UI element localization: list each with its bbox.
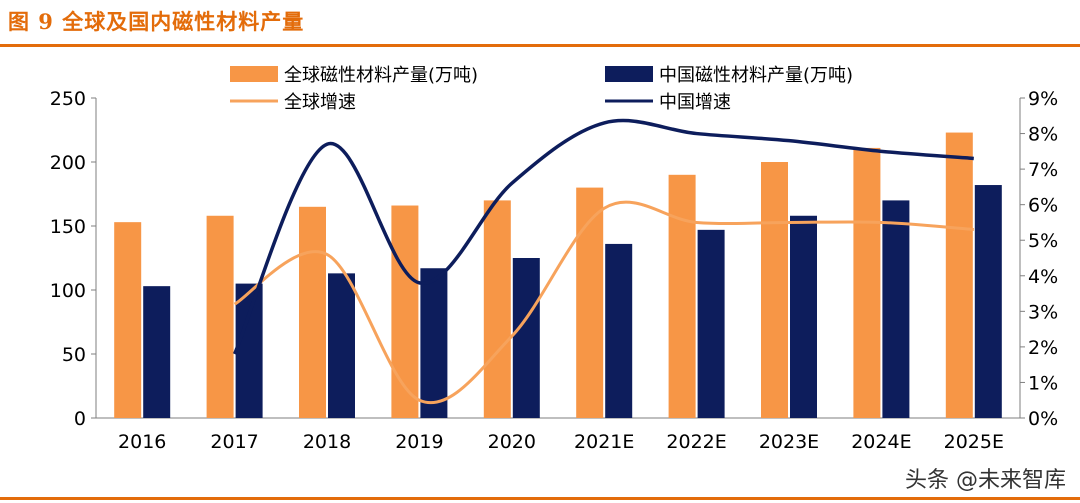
title-rule bbox=[0, 44, 1080, 47]
legend-global-bar-text: 全球磁性材料产量(万吨) bbox=[284, 65, 478, 86]
category-label: 2019 bbox=[395, 431, 443, 453]
right-tick-label: 5% bbox=[1028, 230, 1058, 252]
category-label: 2025E bbox=[944, 431, 1004, 453]
category-label: 2016 bbox=[118, 431, 166, 453]
bottom-rule bbox=[0, 497, 1080, 500]
global-bar bbox=[299, 206, 326, 418]
right-tick-label: 2% bbox=[1028, 337, 1058, 359]
right-tick-label: 4% bbox=[1028, 266, 1058, 288]
watermark: 头条 @未来智库 bbox=[905, 468, 1066, 493]
china-bar bbox=[420, 268, 448, 418]
legend-global-line-text: 全球增速 bbox=[284, 92, 356, 113]
right-tick-label: 9% bbox=[1028, 88, 1058, 110]
category-label: 2022E bbox=[666, 431, 726, 453]
global-bar bbox=[853, 147, 881, 419]
global-growth-line bbox=[233, 200, 974, 404]
china-bar bbox=[697, 229, 725, 418]
legend-china-bar-swatch bbox=[605, 66, 653, 82]
left-tick-label: 150 bbox=[50, 216, 86, 238]
global-bar bbox=[206, 215, 234, 418]
right-tick-label: 8% bbox=[1028, 124, 1058, 146]
global-bar bbox=[761, 162, 788, 418]
right-tick-label: 3% bbox=[1028, 301, 1058, 323]
global-bar bbox=[391, 205, 419, 418]
global-bar bbox=[945, 132, 973, 418]
left-tick-label: 50 bbox=[62, 344, 86, 366]
china-bar bbox=[974, 185, 1002, 418]
global-bar bbox=[668, 174, 696, 418]
china-growth-line bbox=[232, 118, 974, 355]
china-bar bbox=[328, 273, 355, 418]
legend-china-line-text: 中国增速 bbox=[659, 92, 731, 113]
left-tick-label: 100 bbox=[50, 280, 86, 302]
category-label: 2017 bbox=[210, 431, 258, 453]
china-bar bbox=[882, 200, 910, 418]
right-tick-label: 7% bbox=[1028, 159, 1058, 181]
left-tick-label: 0 bbox=[74, 408, 86, 430]
figure-title: 图 9 全球及国内磁性材料产量 bbox=[8, 9, 305, 34]
china-bar bbox=[605, 243, 633, 418]
category-label: 2023E bbox=[759, 431, 819, 453]
right-tick-label: 6% bbox=[1028, 195, 1058, 217]
category-label: 2018 bbox=[303, 431, 351, 453]
category-label: 2024E bbox=[851, 431, 911, 453]
china-bar bbox=[235, 283, 263, 418]
global-bar bbox=[576, 187, 604, 418]
left-tick-label: 200 bbox=[50, 152, 86, 174]
lines-group bbox=[232, 118, 974, 404]
legend-global-bar-swatch bbox=[230, 66, 278, 82]
axes-group: 0 50 100 150 200 250 0% 1% 2% 3% 4% 5% 6% 7% 8% 9% 2016 2… bbox=[50, 88, 1058, 453]
category-label: 2021E bbox=[574, 431, 634, 453]
right-tick-label: 1% bbox=[1028, 372, 1058, 394]
category-label: 2020 bbox=[488, 431, 536, 453]
china-bar bbox=[143, 286, 171, 418]
global-bar bbox=[114, 222, 142, 418]
left-tick-label: 250 bbox=[50, 88, 86, 110]
global-bar bbox=[483, 200, 511, 418]
bars-group bbox=[114, 132, 1002, 419]
legend-group: 全球磁性材料产量(万吨) 中国磁性材料产量(万吨) 全球增速 中国增速 bbox=[230, 65, 853, 113]
right-tick-label: 0% bbox=[1028, 408, 1058, 430]
china-bar bbox=[790, 215, 817, 418]
china-bar bbox=[512, 258, 540, 418]
legend-china-bar-text: 中国磁性材料产量(万吨) bbox=[659, 65, 853, 86]
